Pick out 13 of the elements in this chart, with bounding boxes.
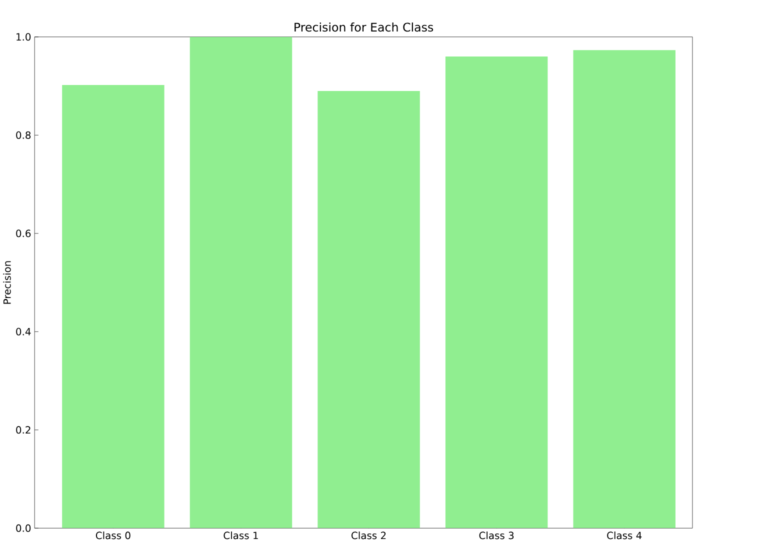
y-tick-label: 1.0 [16, 33, 31, 41]
x-tick-label: Class 2 [352, 532, 386, 540]
y-tick-label: 0.6 [16, 230, 31, 238]
chart-title: Precision for Each Class [294, 22, 434, 32]
x-tick-label: Class 3 [479, 532, 514, 540]
x-tick-label: Class 0 [96, 532, 130, 540]
x-tick-label: Class 1 [224, 532, 258, 540]
y-tick-label: 0.8 [16, 132, 31, 140]
y-axis-title: Precision [3, 261, 11, 304]
y-tick-label: 0.0 [16, 524, 31, 532]
y-tick-label: 0.4 [16, 328, 31, 336]
x-tick-label: Class 4 [607, 532, 642, 540]
y-tick-label: 0.2 [16, 426, 30, 434]
